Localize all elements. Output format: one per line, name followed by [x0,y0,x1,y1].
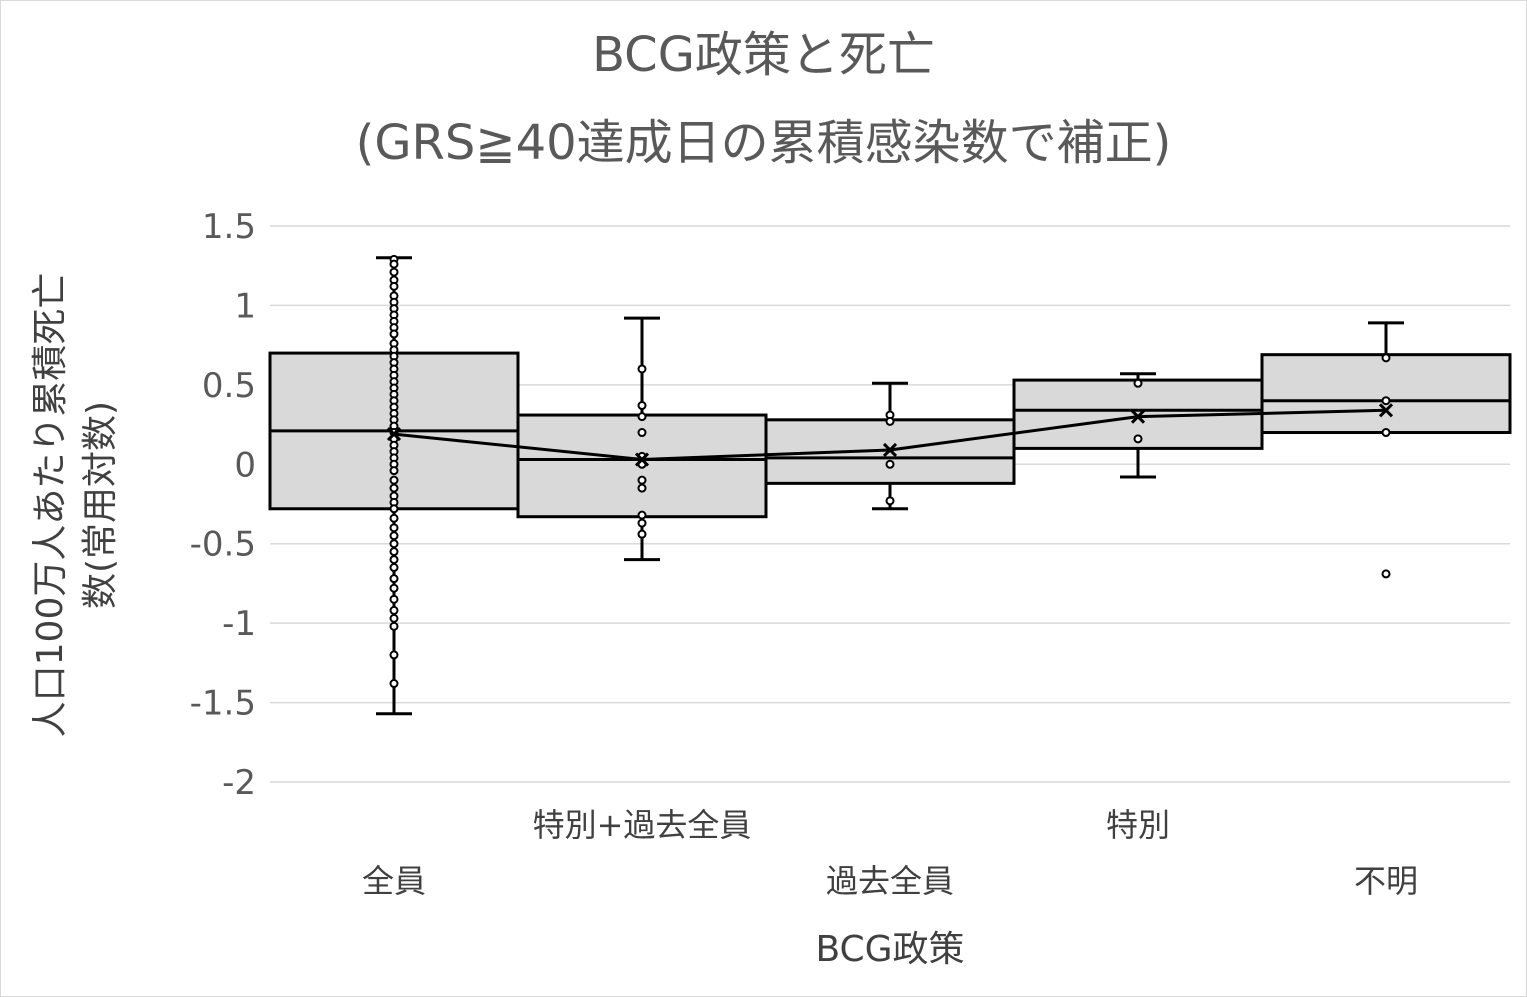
data-point [389,281,399,291]
outlier-point [1381,569,1391,579]
data-point [389,547,399,557]
data-point [389,605,399,615]
data-point [389,531,399,541]
mean-line [393,408,1387,462]
box-group-3 [1012,372,1264,479]
data-point [389,259,399,269]
category-label-2: 過去全員 [826,862,954,900]
data-point [389,329,399,339]
chart-title-line-2: (GRS≧40達成日の累積感染数で補正) [355,115,1172,171]
data-point [637,428,647,438]
category-label-4: 不明 [1354,862,1418,900]
data-point [389,621,399,631]
y-tick-label-1: 1 [234,286,256,326]
data-point [637,529,647,539]
y-tick-label-7: -2 [222,763,256,803]
data-point [389,594,399,604]
y-tick-label-4: -0.5 [190,525,256,565]
data-point [389,466,399,476]
data-point [389,523,399,533]
data-point [389,679,399,689]
data-point [1381,428,1391,438]
box-group-0 [268,254,520,716]
data-point [637,364,647,374]
x-axis-title: BCG政策 [815,929,965,970]
iqr-box [1260,353,1512,435]
y-tick-label-3: 0 [234,445,256,485]
box-group-2 [764,381,1016,511]
data-point [1381,353,1391,363]
data-point [637,401,647,411]
y-tick-label-0: 1.5 [202,207,256,247]
data-point [1381,396,1391,406]
data-point [389,583,399,593]
data-point [389,513,399,523]
boxes [268,254,1512,716]
data-point [885,416,895,426]
data-point [389,650,399,660]
data-point [637,412,647,422]
data-point [389,563,399,573]
data-point [1133,434,1143,444]
category-label-1: 特別+過去全員 [533,806,752,844]
y-tick-label-2: 0.5 [202,366,256,406]
data-point [637,518,647,528]
box-group-1 [516,316,768,562]
box-group-4 [1260,321,1512,579]
data-point [389,267,399,277]
data-point [389,555,399,565]
mean-trend [393,408,1387,462]
data-point [637,483,647,493]
y-tick-labels: 1.5 1 0.5 0 -0.5 -1 -1.5 -2 [190,207,256,803]
data-point [637,475,647,485]
y-tick-label-5: -1 [222,604,256,644]
data-point [885,496,895,506]
data-point [389,475,399,485]
chart-title-line-1: BCG政策と死亡 [592,27,935,83]
data-point [389,483,399,493]
data-point [389,574,399,584]
data-point [1133,378,1143,388]
data-point [389,504,399,514]
y-tick-label-6: -1.5 [190,684,256,724]
data-point [389,613,399,623]
data-point [637,510,647,520]
data-point [885,459,895,469]
category-label-0: 全員 [362,862,426,900]
data-point [389,539,399,549]
category-label-3: 特別 [1106,806,1170,844]
